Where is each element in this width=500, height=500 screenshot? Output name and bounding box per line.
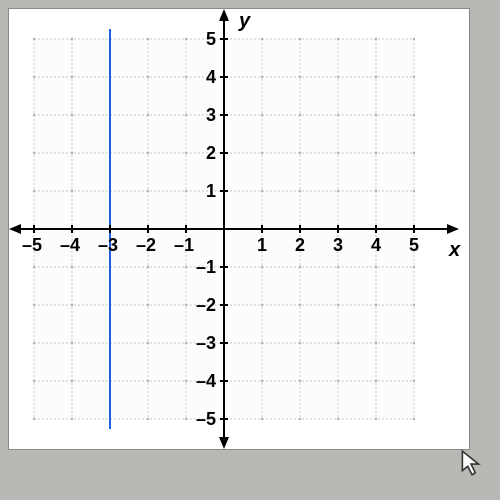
y-tick-label: 3 bbox=[206, 105, 216, 125]
y-tick-label: –5 bbox=[196, 409, 216, 429]
x-tick-label: 2 bbox=[295, 235, 305, 255]
graph-panel: y x –5 –4 –3 –2 –1 1 2 3 4 5 5 4 3 2 1 –1 –2 –3 –4 –5 bbox=[8, 8, 470, 450]
y-tick-label: –2 bbox=[196, 295, 216, 315]
y-tick-label: –1 bbox=[196, 257, 216, 277]
y-tick-label: –4 bbox=[196, 371, 216, 391]
x-tick-label: –3 bbox=[98, 235, 118, 255]
y-tick-label: 1 bbox=[206, 181, 216, 201]
x-tick-label: –5 bbox=[22, 235, 42, 255]
x-tick-label: 4 bbox=[371, 235, 381, 255]
x-tick-label: –1 bbox=[174, 235, 194, 255]
coordinate-plane: y x –5 –4 –3 –2 –1 1 2 3 4 5 5 4 3 2 1 –1 –2 –3 –4 –5 bbox=[9, 9, 469, 449]
y-axis-label: y bbox=[238, 10, 251, 32]
x-axis-arrow-left bbox=[9, 224, 21, 234]
x-tick-label: 5 bbox=[409, 235, 419, 255]
y-tick-label: 5 bbox=[206, 29, 216, 49]
x-axis-label: x bbox=[448, 239, 461, 261]
y-axis-arrow-down bbox=[219, 437, 229, 449]
y-tick-label: 2 bbox=[206, 143, 216, 163]
x-tick-label: 1 bbox=[257, 235, 267, 255]
y-axis-arrow-up bbox=[219, 9, 229, 21]
x-tick-label: –4 bbox=[60, 235, 80, 255]
y-tick-label: –3 bbox=[196, 333, 216, 353]
x-tick-label: –2 bbox=[136, 235, 156, 255]
y-tick-label: 4 bbox=[206, 67, 216, 87]
x-axis-arrow-right bbox=[447, 224, 459, 234]
mouse-cursor-icon bbox=[460, 449, 482, 482]
x-tick-label: 3 bbox=[333, 235, 343, 255]
